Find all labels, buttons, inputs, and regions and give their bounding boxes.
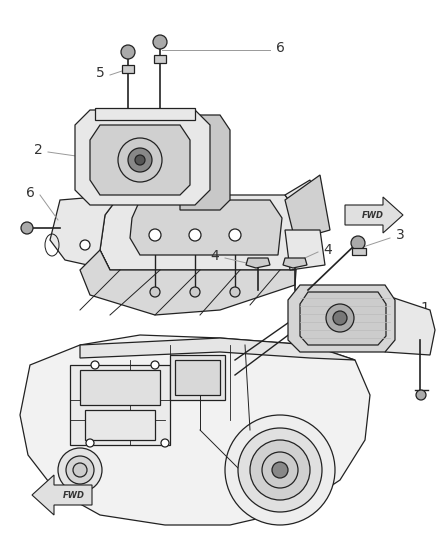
- Circle shape: [80, 240, 90, 250]
- Text: 6: 6: [25, 186, 35, 200]
- Circle shape: [21, 222, 33, 234]
- Polygon shape: [80, 338, 355, 360]
- Circle shape: [121, 45, 135, 59]
- Circle shape: [333, 311, 347, 325]
- Polygon shape: [50, 195, 120, 270]
- Circle shape: [351, 236, 365, 250]
- Text: 6: 6: [276, 41, 284, 55]
- Text: FWD: FWD: [63, 491, 85, 500]
- Bar: [170, 355, 225, 400]
- Circle shape: [225, 415, 335, 525]
- Polygon shape: [283, 258, 307, 268]
- Polygon shape: [20, 335, 370, 525]
- Circle shape: [190, 287, 200, 297]
- Bar: [85, 410, 155, 440]
- Circle shape: [58, 448, 102, 492]
- Polygon shape: [300, 292, 386, 345]
- Circle shape: [66, 456, 94, 484]
- Circle shape: [151, 361, 159, 369]
- Polygon shape: [32, 475, 92, 515]
- Circle shape: [250, 440, 310, 500]
- Circle shape: [153, 35, 167, 49]
- Bar: [122, 65, 134, 73]
- Circle shape: [91, 361, 99, 369]
- Polygon shape: [180, 115, 230, 210]
- Circle shape: [326, 304, 354, 332]
- Polygon shape: [285, 175, 330, 240]
- Circle shape: [128, 148, 152, 172]
- Circle shape: [73, 463, 87, 477]
- Polygon shape: [285, 230, 325, 270]
- Text: FWD: FWD: [362, 212, 384, 221]
- Polygon shape: [246, 258, 270, 268]
- Polygon shape: [75, 110, 210, 205]
- Bar: [80, 370, 160, 405]
- Circle shape: [229, 229, 241, 241]
- Circle shape: [161, 439, 169, 447]
- Bar: [175, 360, 220, 395]
- Circle shape: [135, 155, 145, 165]
- Circle shape: [230, 287, 240, 297]
- Polygon shape: [90, 125, 190, 195]
- Circle shape: [118, 138, 162, 182]
- Polygon shape: [95, 108, 195, 120]
- Circle shape: [416, 390, 426, 400]
- Bar: [154, 55, 166, 63]
- Circle shape: [189, 229, 201, 241]
- Circle shape: [150, 287, 160, 297]
- Polygon shape: [80, 215, 300, 315]
- Polygon shape: [130, 200, 282, 255]
- Text: 2: 2: [34, 143, 42, 157]
- Polygon shape: [100, 195, 300, 270]
- Text: 3: 3: [396, 228, 404, 242]
- Polygon shape: [385, 295, 435, 355]
- Polygon shape: [288, 285, 395, 352]
- Circle shape: [238, 428, 322, 512]
- Circle shape: [86, 439, 94, 447]
- Text: 1: 1: [420, 301, 429, 315]
- Text: 4: 4: [211, 249, 219, 263]
- Polygon shape: [285, 180, 320, 215]
- Circle shape: [262, 452, 298, 488]
- Polygon shape: [345, 197, 403, 233]
- Circle shape: [272, 462, 288, 478]
- Text: 4: 4: [324, 243, 332, 257]
- Text: 5: 5: [95, 66, 104, 80]
- Bar: [352, 248, 366, 255]
- Bar: [70, 365, 170, 445]
- Circle shape: [149, 229, 161, 241]
